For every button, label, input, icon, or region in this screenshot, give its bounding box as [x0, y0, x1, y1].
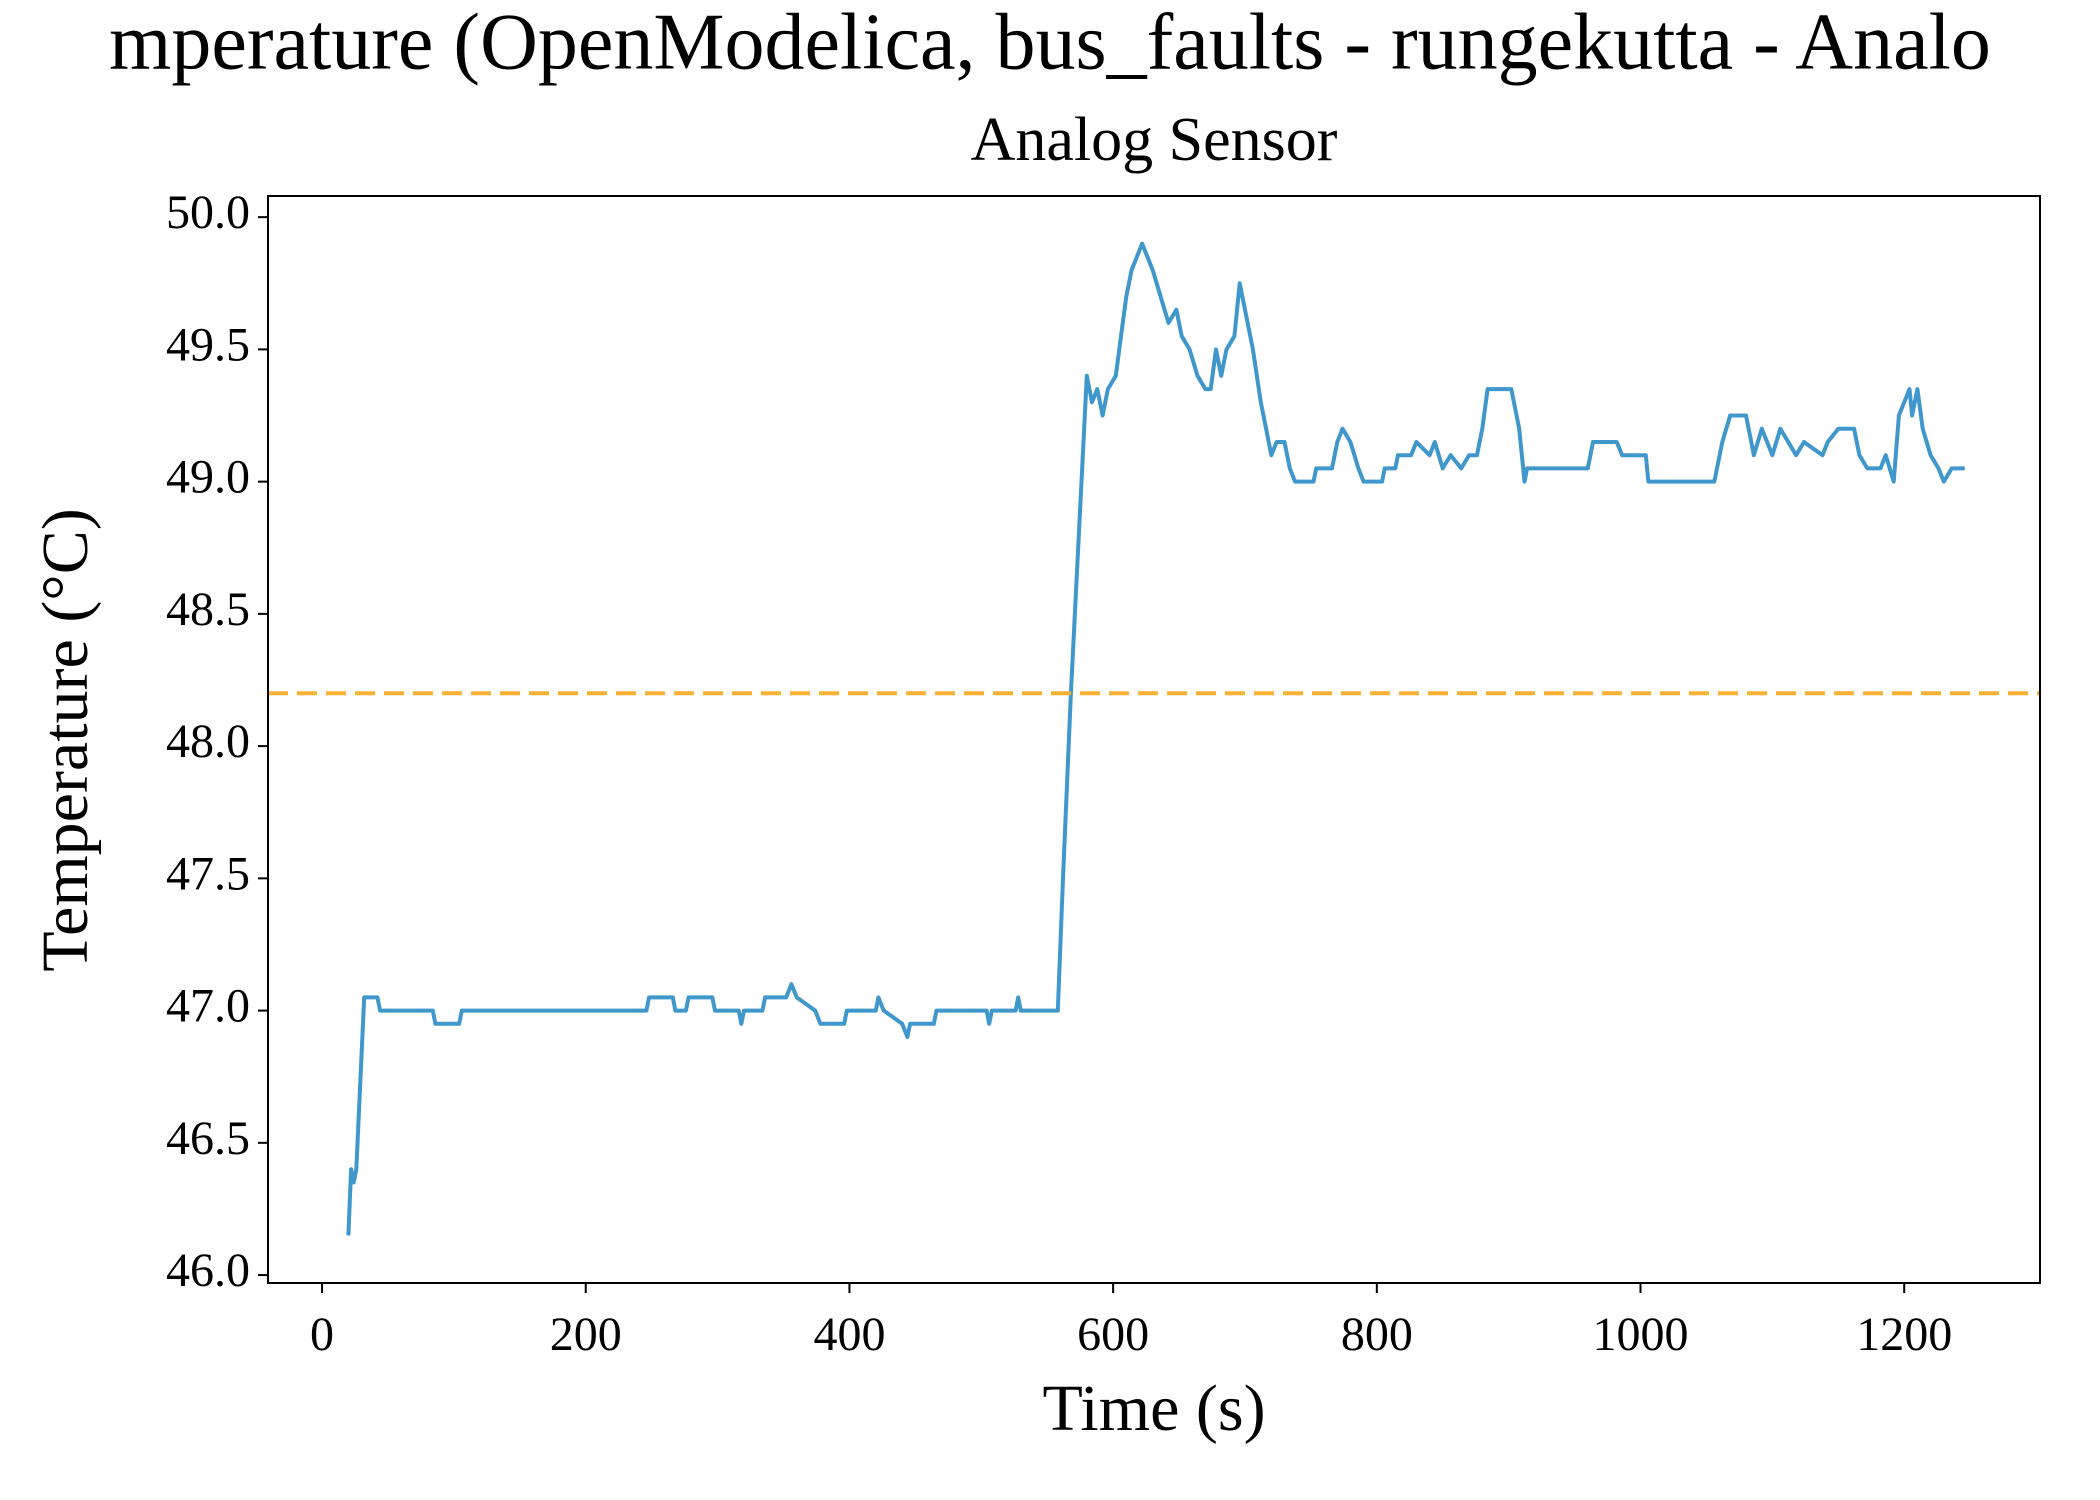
x-tick-label: 0: [310, 1308, 334, 1361]
chart-title: mperature (OpenModelica, bus_faults - ru…: [109, 0, 1991, 86]
y-tick-label: 46.0: [166, 1244, 250, 1297]
y-tick-label: 48.0: [166, 715, 250, 768]
x-tick-label: 1200: [1856, 1308, 1952, 1361]
y-axis-label: Temperature (°C): [29, 508, 102, 971]
data-line: [346, 241, 1965, 1236]
y-tick-label: 47.0: [166, 980, 250, 1033]
y-tick-label: 48.5: [166, 583, 250, 636]
y-tick-label: 47.5: [166, 847, 250, 900]
x-axis-label: Time (s): [1042, 1372, 1265, 1445]
chart-subtitle: Analog Sensor: [971, 106, 1338, 174]
x-tick-label: 800: [1341, 1308, 1413, 1361]
x-tick-label: 200: [550, 1308, 622, 1361]
plot-frame: [267, 195, 2041, 1284]
y-tick-label: 49.0: [166, 451, 250, 504]
y-tick-label: 49.5: [166, 318, 250, 371]
x-tick-label: 600: [1077, 1308, 1149, 1361]
y-tick-label: 46.5: [166, 1112, 250, 1165]
x-tick-label: 1000: [1593, 1308, 1689, 1361]
x-tick-label: 400: [813, 1308, 885, 1361]
y-tick-label: 50.0: [166, 186, 250, 239]
